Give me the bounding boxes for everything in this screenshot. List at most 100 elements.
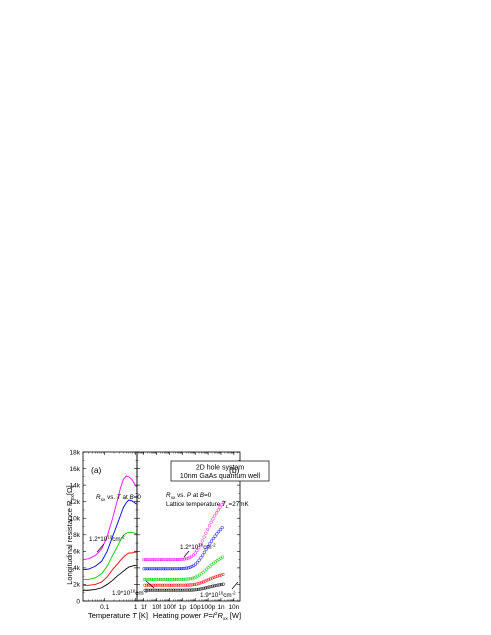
series-point-b-4 bbox=[161, 588, 165, 592]
series-point-b-3 bbox=[152, 583, 156, 587]
series-point-b-4 bbox=[148, 588, 153, 592]
series-point-b-0 bbox=[172, 557, 176, 562]
series-point-b-2 bbox=[160, 577, 164, 582]
series-point-b-1 bbox=[202, 550, 207, 554]
series-point-b-0 bbox=[177, 557, 181, 562]
series-point-b-0 bbox=[206, 527, 210, 532]
series-line-a-0 bbox=[82, 475, 137, 561]
series-point-b-4 bbox=[193, 588, 197, 592]
series-point-b-2 bbox=[148, 577, 152, 582]
series-point-b-0 bbox=[161, 558, 165, 562]
series-point-b-3 bbox=[171, 583, 175, 587]
series-point-b-2 bbox=[180, 577, 184, 582]
series-point-b-2 bbox=[206, 566, 210, 570]
series-point-b-3 bbox=[148, 583, 152, 587]
y-tick-label-0: 0 bbox=[76, 598, 80, 605]
series-point-b-4 bbox=[200, 587, 204, 591]
series-point-b-2 bbox=[158, 577, 163, 582]
series-point-b-4 bbox=[143, 588, 147, 592]
series-point-b-4 bbox=[179, 588, 183, 592]
series-point-b-3 bbox=[164, 583, 168, 587]
panel-a-density-top-arrow bbox=[96, 543, 105, 553]
series-point-b-0 bbox=[182, 557, 187, 561]
series-point-b-3 bbox=[187, 583, 191, 587]
series-point-b-0 bbox=[174, 557, 178, 562]
series-point-b-4 bbox=[202, 586, 206, 590]
panel-a-density-top: 1.2*1010cm-2 bbox=[89, 535, 125, 544]
series-point-b-2 bbox=[146, 577, 150, 582]
series-point-b-4 bbox=[211, 584, 215, 588]
series-point-b-0 bbox=[200, 539, 204, 543]
series-point-b-2 bbox=[187, 577, 191, 581]
series-point-b-2 bbox=[171, 577, 175, 582]
series-point-b-4 bbox=[187, 588, 192, 592]
series-point-b-3 bbox=[205, 578, 209, 582]
series-point-b-3 bbox=[159, 583, 163, 587]
panel-a-annotation: Rxx vs. T at B=0 bbox=[96, 494, 141, 503]
series-point-b-4 bbox=[159, 588, 163, 592]
series-point-b-4 bbox=[168, 588, 172, 592]
series-point-b-3 bbox=[155, 583, 159, 587]
panel-a: 0.1 1 0 2k 4k 6k 8k 10k 12k 14k 16k 18k bbox=[70, 449, 138, 611]
series-point-b-1 bbox=[211, 536, 215, 541]
series-point-b-3 bbox=[207, 577, 211, 582]
series-point-b-4 bbox=[184, 588, 188, 592]
series-point-b-3 bbox=[166, 583, 170, 587]
series-point-b-3 bbox=[176, 583, 181, 587]
series-point-b-2 bbox=[173, 577, 177, 582]
series-point-b-3 bbox=[157, 583, 161, 587]
series-point-b-4 bbox=[212, 584, 216, 588]
y-tick-label-4: 8k bbox=[73, 532, 81, 539]
y-tick-label-8: 16k bbox=[70, 466, 81, 473]
series-point-b-4 bbox=[173, 588, 177, 592]
series-point-b-1 bbox=[201, 553, 205, 557]
series-point-b-2 bbox=[210, 563, 214, 567]
series-point-b-0 bbox=[179, 557, 183, 562]
x-tick-label-b-6: 1n bbox=[217, 604, 225, 611]
series-point-b-4 bbox=[189, 588, 193, 592]
panel-b-density-top-arrow bbox=[183, 550, 190, 558]
series-point-b-4 bbox=[180, 588, 185, 592]
panel-a-density-bottom: 1.9*1010cm-2 bbox=[112, 589, 148, 598]
series-point-b-0 bbox=[186, 556, 190, 560]
series-point-b-3 bbox=[194, 582, 198, 586]
series-point-b-1 bbox=[147, 567, 152, 571]
series-point-b-1 bbox=[208, 542, 212, 546]
x-tick-label-b-4: 10p bbox=[190, 604, 201, 611]
panel-b-annotation: Rxx vs. P at B=0 bbox=[166, 492, 212, 501]
series-point-b-4 bbox=[171, 588, 176, 592]
series-point-b-3 bbox=[189, 583, 193, 587]
series-point-b-3 bbox=[182, 583, 186, 587]
series-point-b-3 bbox=[143, 583, 147, 587]
panel-a-density-bottom-arrow bbox=[145, 580, 155, 589]
series-point-b-1 bbox=[206, 544, 210, 549]
series-point-b-2 bbox=[192, 576, 196, 580]
series-line-a-1 bbox=[82, 499, 137, 570]
series-point-b-4 bbox=[163, 588, 167, 592]
series-point-b-0 bbox=[222, 500, 226, 504]
series-point-b-4 bbox=[182, 588, 186, 592]
series-point-b-1 bbox=[149, 567, 153, 571]
series-point-b-3 bbox=[153, 583, 158, 587]
series-point-b-4 bbox=[195, 588, 199, 592]
series-point-b-2 bbox=[194, 575, 198, 579]
series-point-b-0 bbox=[214, 511, 219, 515]
series-point-b-1 bbox=[163, 567, 167, 571]
series-point-b-1 bbox=[217, 530, 221, 534]
series-point-b-1 bbox=[156, 567, 160, 571]
series-point-b-0 bbox=[197, 546, 201, 550]
series-point-b-1 bbox=[215, 532, 219, 536]
series-point-b-1 bbox=[170, 567, 175, 571]
series-point-b-0 bbox=[156, 558, 160, 562]
series-point-b-0 bbox=[181, 557, 185, 561]
series-point-b-1 bbox=[142, 567, 146, 571]
series-point-b-1 bbox=[167, 567, 171, 571]
series-point-b-4 bbox=[164, 588, 169, 592]
series-point-b-1 bbox=[151, 567, 155, 571]
series-point-b-0 bbox=[175, 557, 180, 562]
series-point-b-1 bbox=[176, 567, 180, 571]
series-point-b-0 bbox=[209, 520, 213, 524]
series-point-b-2 bbox=[165, 577, 170, 582]
series-point-b-4 bbox=[170, 588, 174, 592]
series-point-b-3 bbox=[144, 583, 149, 587]
